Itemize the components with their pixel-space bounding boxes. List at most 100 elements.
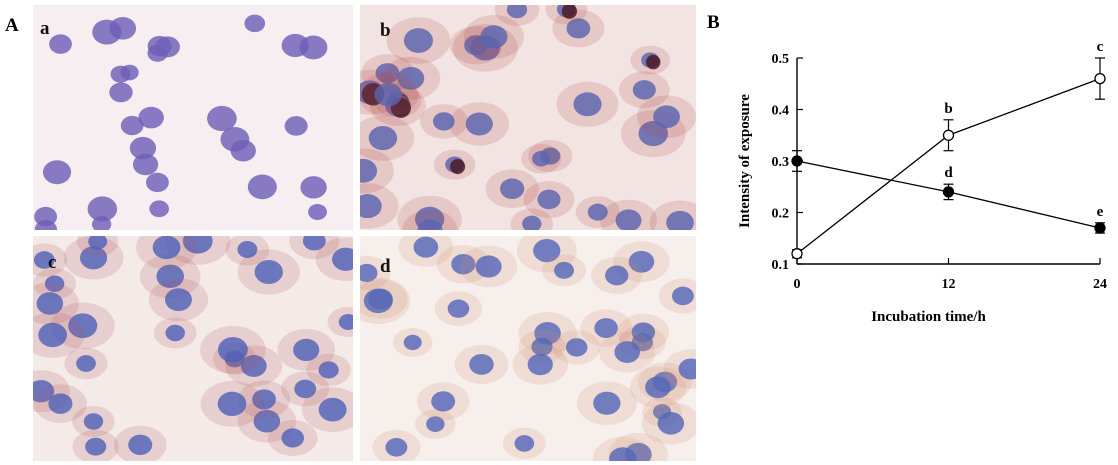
cell-nucleus (671, 286, 694, 306)
cell-nucleus (49, 34, 72, 54)
cell-nucleus (87, 196, 118, 222)
cell-nucleus (92, 216, 112, 230)
cell-nucleus (506, 5, 528, 19)
cell-nucleus (230, 139, 256, 162)
cell-nucleus (138, 106, 164, 129)
cell-nucleus (447, 299, 470, 318)
cell-nucleus (363, 288, 393, 314)
cell-nucleus (44, 275, 65, 293)
cell-nucleus (293, 338, 320, 362)
cell-nucleus (514, 435, 535, 452)
cell-nucleus (413, 236, 439, 258)
x-tick-label: 0 (794, 277, 801, 292)
cell-nucleus (302, 236, 326, 251)
filled-circle-point (1094, 222, 1106, 234)
cell-nucleus (110, 65, 131, 83)
cell-nucleus (132, 153, 159, 176)
cell-nucleus (254, 259, 283, 285)
cell-nucleus (554, 261, 574, 279)
cell-nucleus (207, 105, 237, 132)
stained-cell (450, 159, 466, 175)
cell-nucleus (605, 265, 629, 286)
cell-nucleus (360, 263, 378, 283)
cell-nucleus (152, 236, 181, 260)
micrograph-b-label: b (380, 20, 391, 41)
cell-nucleus (128, 434, 153, 456)
cell-nucleus (281, 428, 305, 448)
cell-nucleus (403, 28, 433, 53)
cell-nucleus (149, 200, 169, 218)
open-circle-point (942, 129, 955, 141)
cell-nucleus (480, 25, 508, 49)
cell-nucleus (338, 313, 353, 330)
cell-nucleus (36, 292, 64, 315)
cell-nucleus (217, 337, 248, 363)
y-tick-label: 0.5 (772, 52, 790, 67)
point-label: c (1097, 39, 1104, 55)
cell-nucleus (431, 391, 456, 412)
y-axis-label: Intensity of exposure (737, 94, 753, 228)
x-tick-label: 12 (942, 277, 956, 292)
cell-nucleus (109, 16, 137, 40)
cell-nucleus (129, 136, 157, 160)
micrograph-d-art (360, 236, 696, 461)
micrograph-d (360, 236, 696, 461)
cell-nucleus (360, 194, 382, 219)
cell-nucleus (375, 63, 400, 84)
cell-nucleus (469, 353, 494, 375)
cell-nucleus (432, 112, 455, 131)
cell-nucleus (85, 437, 107, 456)
micrograph-a-label: a (40, 18, 50, 39)
y-tick-label: 0.2 (772, 207, 790, 222)
cell-nucleus (253, 409, 281, 433)
panel-a-letter: A (5, 15, 19, 36)
cell-nucleus (368, 126, 398, 151)
cell-nucleus (532, 150, 551, 167)
cell-nucleus (42, 160, 72, 185)
cell-nucleus (638, 121, 669, 147)
cell-nucleus (657, 412, 685, 435)
cell-nucleus (593, 391, 621, 415)
micrograph-d-label: d (380, 256, 391, 277)
micrograph-a-art (33, 5, 353, 230)
cell-nucleus (120, 115, 144, 136)
point-label: d (944, 165, 953, 181)
filled-circle-point (942, 186, 955, 198)
stained-cell (561, 5, 578, 19)
cell-nucleus (615, 209, 642, 230)
micrograph-c-label: c (48, 252, 57, 273)
cell-nucleus (628, 250, 655, 273)
micrograph-a (33, 5, 353, 230)
cell-nucleus (426, 416, 445, 432)
cell-nucleus (573, 92, 602, 117)
cell-nucleus (500, 178, 525, 199)
y-tick-label: 0.3 (772, 155, 790, 170)
cell-nucleus (566, 18, 591, 39)
cell-nucleus (281, 33, 309, 58)
cell-nucleus (76, 355, 96, 372)
y-tick-label: 0.4 (772, 104, 790, 119)
cell-nucleus (360, 158, 378, 183)
cell-nucleus (318, 361, 339, 379)
cell-nucleus (68, 313, 98, 339)
cell-nucleus (182, 236, 213, 254)
cell-nucleus (217, 391, 247, 416)
cell-nucleus (632, 80, 656, 100)
cell-nucleus (156, 264, 185, 289)
cell-nucleus (294, 379, 317, 399)
cell-nucleus (403, 334, 422, 351)
cell-nucleus (308, 203, 327, 220)
cell-nucleus (252, 389, 276, 410)
filled-circle-point (791, 155, 803, 167)
x-tick-label: 24 (1093, 277, 1107, 292)
micrograph-c (33, 236, 353, 461)
cell-nucleus (164, 288, 192, 312)
cell-nucleus (318, 397, 347, 422)
cell-nucleus (614, 341, 640, 363)
cell-nucleus (34, 206, 58, 227)
cell-nucleus (79, 246, 108, 270)
y-tick-label: 0.1 (772, 258, 790, 273)
cell-nucleus (247, 174, 277, 200)
cell-nucleus (594, 318, 618, 339)
cell-nucleus (533, 239, 561, 263)
